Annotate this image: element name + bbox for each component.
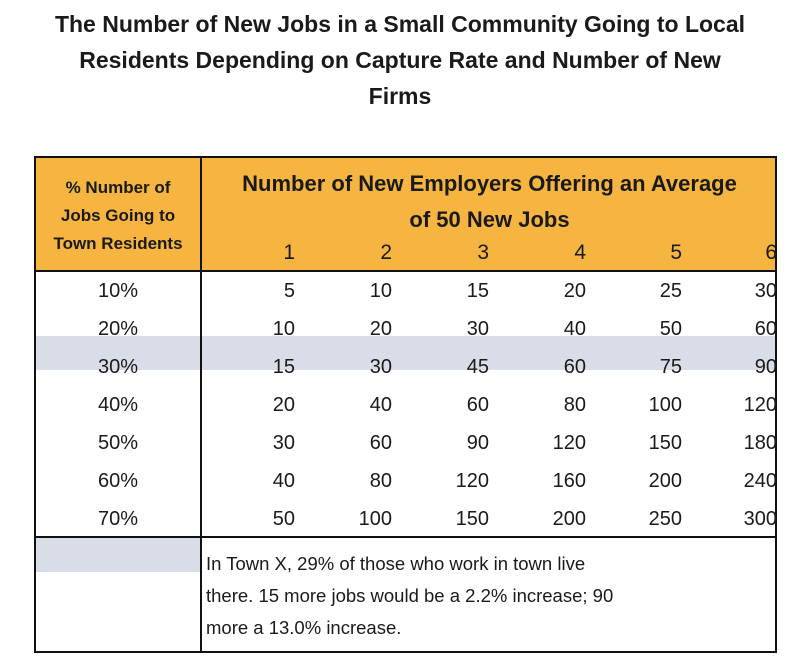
title-line-3: Firms xyxy=(368,83,432,109)
header-divider xyxy=(36,270,775,272)
table-cell: 20 xyxy=(272,394,295,416)
table-cell: 30 xyxy=(754,280,777,302)
column-group-header-line-1: Number of New Employers Offering an Aver… xyxy=(242,171,737,196)
note-divider xyxy=(36,536,775,538)
table-cell: 60 xyxy=(369,432,392,454)
table-cell: 150 xyxy=(455,508,489,530)
row-header-line-3: Town Residents xyxy=(53,234,183,253)
note-line-1: In Town X, 29% of those who work in town… xyxy=(206,553,586,574)
table-cell: 30 xyxy=(272,432,295,454)
table-cell: 40 xyxy=(563,318,586,340)
column-header-2: 2 xyxy=(380,241,392,264)
table-cell: 300 xyxy=(743,508,777,530)
note-gray-cell xyxy=(36,538,200,572)
row-header-line-1: % Number of xyxy=(65,178,171,197)
table-cell: 100 xyxy=(358,508,392,530)
table-cell: 50 xyxy=(659,318,682,340)
table-cell: 30 xyxy=(369,356,392,378)
row-label: 50% xyxy=(97,432,139,454)
header-background xyxy=(36,158,775,270)
table-cell: 40 xyxy=(272,470,295,492)
table-cell: 200 xyxy=(552,508,586,530)
table-cell: 60 xyxy=(754,318,777,340)
table-cell: 10 xyxy=(369,280,392,302)
table-cell: 75 xyxy=(659,356,682,378)
table-cell: 90 xyxy=(466,432,489,454)
column-header-3: 3 xyxy=(477,241,489,264)
table-cell: 90 xyxy=(754,356,777,378)
table-cell: 150 xyxy=(648,432,682,454)
table-cell: 20 xyxy=(369,318,392,340)
row-label: 70% xyxy=(97,508,139,530)
column-header-4: 4 xyxy=(574,241,586,264)
row-label: 30% xyxy=(97,356,139,378)
table-cell: 80 xyxy=(369,470,392,492)
table-cell: 5 xyxy=(283,280,295,302)
column-divider xyxy=(200,158,202,651)
table-cell: 120 xyxy=(743,394,777,416)
table-cell: 240 xyxy=(743,470,777,492)
table-cell: 25 xyxy=(659,280,682,302)
table-cell: 45 xyxy=(466,356,489,378)
highlight-row-background xyxy=(36,336,775,370)
chart-title: The Number of New Jobs in a Small Commun… xyxy=(0,6,800,114)
column-group-header-line-2: of 50 New Jobs xyxy=(409,207,570,232)
table-cell: 50 xyxy=(272,508,295,530)
table-cell: 250 xyxy=(648,508,682,530)
row-header: % Number of Jobs Going to Town Residents xyxy=(36,158,200,270)
row-label: 60% xyxy=(97,470,139,492)
table-cell: 120 xyxy=(552,432,586,454)
table-cell: 180 xyxy=(743,432,777,454)
title-line-2: Residents Depending on Capture Rate and … xyxy=(79,47,721,73)
column-group-header: Number of New Employers Offering an Aver… xyxy=(202,158,777,270)
table-cell: 80 xyxy=(563,394,586,416)
column-header-5: 5 xyxy=(670,241,682,264)
table-cell: 100 xyxy=(648,394,682,416)
table-cell: 30 xyxy=(466,318,489,340)
note: In Town X, 29% of those who work in town… xyxy=(206,548,766,644)
table-cell: 40 xyxy=(369,394,392,416)
data-table: % Number of Jobs Going to Town Residents… xyxy=(34,156,777,653)
note-line-3: more a 13.0% increase. xyxy=(206,617,402,638)
table-cell: 10 xyxy=(272,318,295,340)
table-cell: 160 xyxy=(552,470,586,492)
table-cell: 15 xyxy=(466,280,489,302)
row-label: 20% xyxy=(97,318,139,340)
row-header-line-2: Jobs Going to xyxy=(60,206,176,225)
title-line-1: The Number of New Jobs in a Small Commun… xyxy=(54,11,746,37)
table-cell: 120 xyxy=(455,470,489,492)
row-label: 40% xyxy=(97,394,139,416)
column-header-6: 6 xyxy=(765,241,777,264)
table-cell: 15 xyxy=(272,356,295,378)
table-cell: 20 xyxy=(563,280,586,302)
row-label: 10% xyxy=(97,280,139,302)
table-cell: 60 xyxy=(563,356,586,378)
table-cell: 200 xyxy=(648,470,682,492)
note-line-2: there. 15 more jobs would be a 2.2% incr… xyxy=(206,585,614,606)
column-header-1: 1 xyxy=(283,241,295,264)
table-cell: 60 xyxy=(466,394,489,416)
